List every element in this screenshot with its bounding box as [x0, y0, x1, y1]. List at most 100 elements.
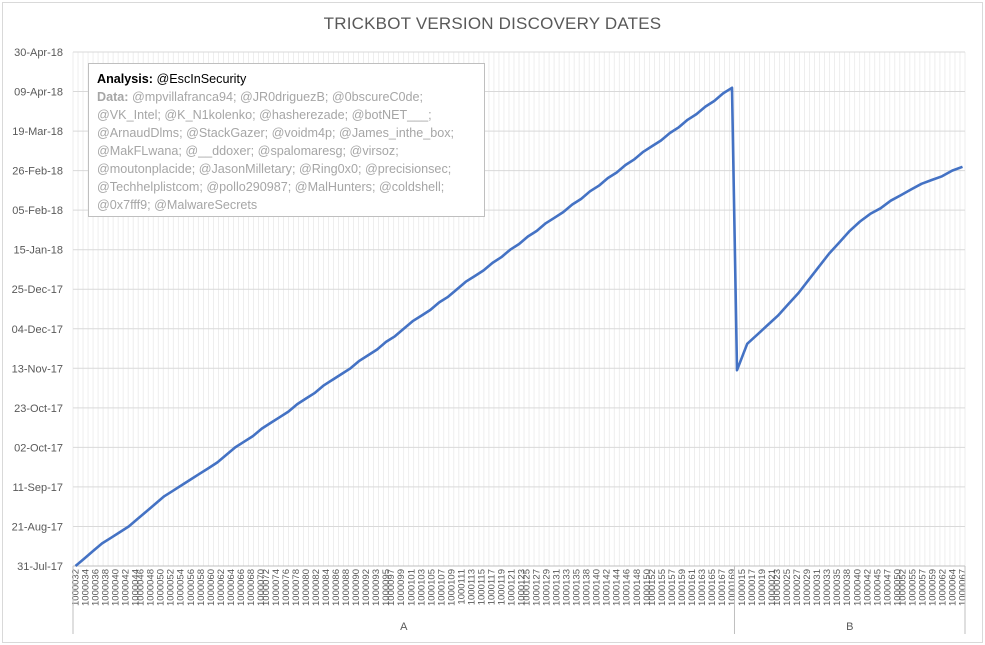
x-tick-label: 1000107 — [436, 569, 447, 606]
data-label: Data: — [97, 90, 129, 104]
x-tick-label: 1000111 — [456, 569, 467, 605]
x-tick-label: 1000125 — [522, 569, 533, 606]
x-tick-label: 1000029 — [802, 569, 813, 606]
x-tick-label: 1000055 — [907, 569, 918, 606]
x-tick-label: 1000127 — [532, 569, 543, 606]
x-tick-label: 1000038 — [842, 569, 853, 606]
x-tick-label: 1000060 — [206, 569, 217, 606]
x-tick-label: 1000142 — [602, 569, 613, 606]
x-tick-label: 1000023 — [772, 569, 783, 606]
x-tick-label: 1000097 — [386, 569, 397, 606]
x-tick-label: 1000072 — [261, 569, 272, 606]
x-tick-label: 1000123 — [517, 569, 528, 606]
x-tick-label: 1000040 — [852, 569, 863, 606]
x-tick-label: 1000038 — [101, 569, 112, 606]
y-tick-label: 15-Jan-18 — [13, 245, 63, 257]
x-tick-label: 1000155 — [657, 569, 668, 606]
x-tick-label: 1000034 — [81, 569, 92, 606]
y-tick-label: 25-Dec-17 — [12, 284, 63, 296]
x-tick-label: 1000025 — [782, 569, 793, 606]
group-label: B — [846, 621, 853, 633]
x-tick-label: 1000015 — [737, 569, 748, 606]
x-tick-label: 1000046 — [136, 569, 147, 606]
x-tick-label: 1000054 — [176, 569, 187, 606]
x-tick-label: 1000086 — [331, 569, 342, 606]
x-tick-label: 1000058 — [196, 569, 207, 606]
x-tick-label: 1000059 — [927, 569, 938, 606]
y-tick-label: 26-Feb-18 — [12, 166, 63, 178]
x-tick-label: 1000146 — [622, 569, 633, 606]
x-tick-label: 1000169 — [727, 569, 738, 606]
x-tick-label: 1000144 — [612, 569, 623, 606]
group-label: A — [400, 621, 408, 633]
analysis-value: @EscInSecurity — [153, 72, 247, 86]
x-tick-label: 1000056 — [186, 569, 197, 606]
x-tick-label: 1000047 — [882, 569, 893, 606]
x-tick-label: 1000066 — [236, 569, 247, 606]
y-tick-label: 13-Nov-17 — [12, 363, 63, 375]
x-tick-label: 1000157 — [667, 569, 678, 606]
x-tick-label: 1000017 — [747, 569, 758, 606]
x-tick-label: 1000105 — [426, 569, 437, 606]
x-tick-label: 1000133 — [562, 569, 573, 606]
x-tick-label: 1000019 — [757, 569, 768, 606]
x-tick-label: 1000064 — [226, 569, 237, 606]
x-tick-label: 1000167 — [717, 569, 728, 606]
x-tick-label: 1000050 — [892, 569, 903, 606]
x-tick-label: 1000070 — [256, 569, 267, 606]
x-tick-label: 1000082 — [311, 569, 322, 606]
x-tick-label: 1000148 — [632, 569, 643, 606]
x-tick-label: 1000119 — [496, 569, 507, 605]
x-tick-label: 1000150 — [642, 569, 653, 606]
x-tick-label: 1000161 — [687, 569, 698, 606]
x-tick-label: 1000062 — [216, 569, 227, 606]
x-tick-label: 1000121 — [506, 569, 517, 606]
x-tick-label: 1000095 — [381, 569, 392, 606]
y-tick-label: 21-Aug-17 — [12, 521, 63, 533]
x-tick-label: 1000090 — [351, 569, 362, 606]
x-tick-label: 1000152 — [647, 569, 658, 606]
x-tick-label: 1000159 — [677, 569, 688, 606]
x-tick-label: 1000080 — [301, 569, 312, 606]
y-tick-label: 09-Apr-18 — [14, 87, 63, 99]
y-tick-label: 11-Sep-17 — [12, 482, 63, 494]
x-tick-label: 1000050 — [156, 569, 167, 606]
annotation-box: Analysis: @EscInSecurity Data: @mpvillaf… — [88, 63, 485, 217]
x-tick-label: 1000021 — [767, 569, 778, 606]
x-tick-label: 1000101 — [406, 569, 417, 606]
data-value: @mpvillafranca94; @JR0driguezB; @0bscure… — [97, 90, 455, 212]
x-tick-label: 1000042 — [121, 569, 132, 606]
x-tick-label: 1000064 — [947, 569, 958, 606]
x-tick-label: 1000074 — [271, 569, 282, 606]
x-tick-label: 1000093 — [371, 569, 382, 606]
y-tick-label: 31-Jul-17 — [17, 561, 63, 573]
chart-title: TRICKBOT VERSION DISCOVERY DATES — [323, 14, 662, 33]
x-tick-label: 1000088 — [341, 569, 352, 606]
x-tick-label: 1000138 — [582, 569, 593, 606]
x-tick-label: 1000048 — [146, 569, 157, 606]
x-tick-label: 1000052 — [897, 569, 908, 606]
x-tick-label: 1000044 — [131, 569, 142, 606]
y-tick-label: 05-Feb-18 — [12, 205, 63, 217]
x-tick-label: 1000045 — [872, 569, 883, 606]
analysis-label: Analysis: — [97, 72, 153, 86]
x-tick-label: 1000036 — [91, 569, 102, 606]
x-tick-label: 1000035 — [832, 569, 843, 606]
x-tick-label: 1000067 — [957, 569, 968, 606]
x-tick-label: 1000163 — [697, 569, 708, 606]
x-tick-label: 1000027 — [792, 569, 803, 606]
x-tick-label: 1000131 — [552, 569, 563, 606]
x-tick-label: 1000078 — [291, 569, 302, 606]
x-tick-label: 1000068 — [246, 569, 257, 606]
x-tick-label: 1000129 — [542, 569, 553, 606]
x-tick-label: 1000057 — [917, 569, 928, 606]
x-tick-label: 1000103 — [416, 569, 427, 606]
x-tick-label: 1000084 — [321, 569, 332, 606]
x-tick-label: 1000135 — [572, 569, 583, 606]
x-tick-label: 1000165 — [707, 569, 718, 606]
x-tick-label: 1000032 — [71, 569, 82, 606]
x-tick-label: 1000042 — [862, 569, 873, 606]
x-tick-label: 1000052 — [166, 569, 177, 606]
x-tick-label: 1000062 — [937, 569, 948, 606]
